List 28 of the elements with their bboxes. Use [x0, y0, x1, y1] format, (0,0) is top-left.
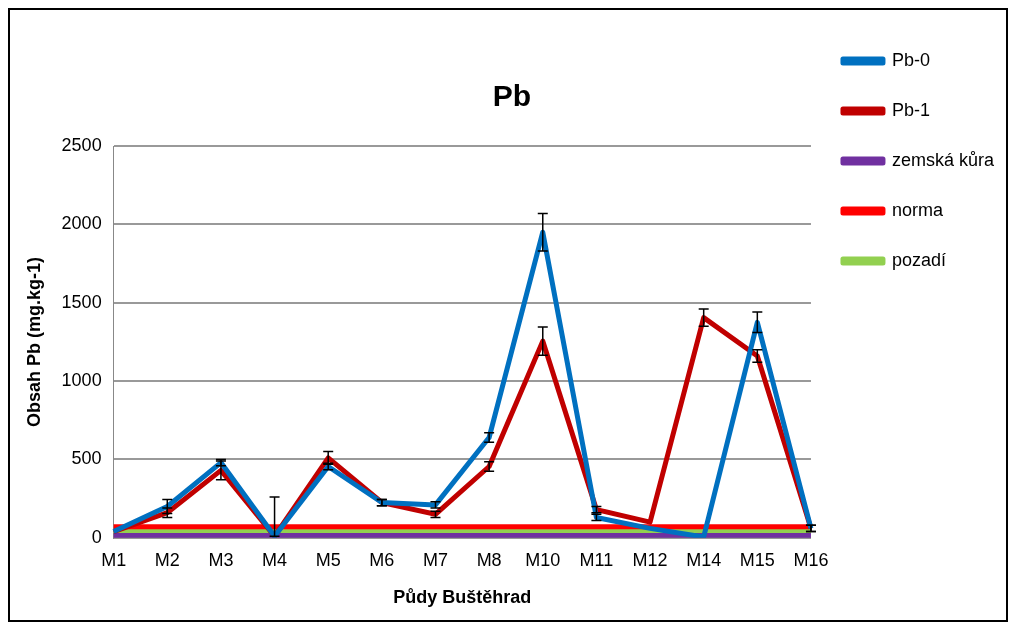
x-tick-label: M1 — [101, 549, 127, 570]
y-tick-label: 0 — [91, 526, 102, 547]
x-tick-label: M10 — [525, 549, 561, 570]
y-tick-label: 1000 — [61, 370, 102, 391]
y-tick-label: 500 — [71, 448, 102, 469]
y-tick-label: 1500 — [61, 291, 102, 312]
x-tick-label: M15 — [739, 549, 775, 570]
y-axis-title: Obsah Pb (mg.kg-1) — [23, 256, 44, 427]
legend-label: Pb-1 — [891, 99, 930, 120]
x-tick-label: M4 — [262, 549, 288, 570]
chart-title: Pb — [492, 79, 532, 113]
x-tick-label: M12 — [632, 549, 668, 570]
legend-label: Pb-0 — [891, 49, 930, 70]
x-tick-label: M8 — [476, 549, 502, 570]
x-tick-label: M7 — [422, 549, 448, 570]
x-tick-label: M6 — [369, 549, 395, 570]
x-axis-title: Půdy Buštěhrad — [393, 587, 532, 608]
legend-label: norma — [891, 199, 944, 220]
x-tick-label: M5 — [315, 549, 341, 570]
legend-label: zemská kůra — [891, 149, 995, 170]
x-tick-label: M2 — [154, 549, 180, 570]
x-tick-label: M14 — [686, 549, 722, 570]
y-tick-label: 2500 — [61, 134, 102, 155]
legend-label: pozadí — [891, 249, 947, 270]
y-tick-label: 2000 — [61, 213, 102, 234]
x-tick-label: M3 — [208, 549, 234, 570]
x-tick-label: M16 — [793, 549, 829, 570]
x-tick-label: M11 — [579, 549, 614, 570]
